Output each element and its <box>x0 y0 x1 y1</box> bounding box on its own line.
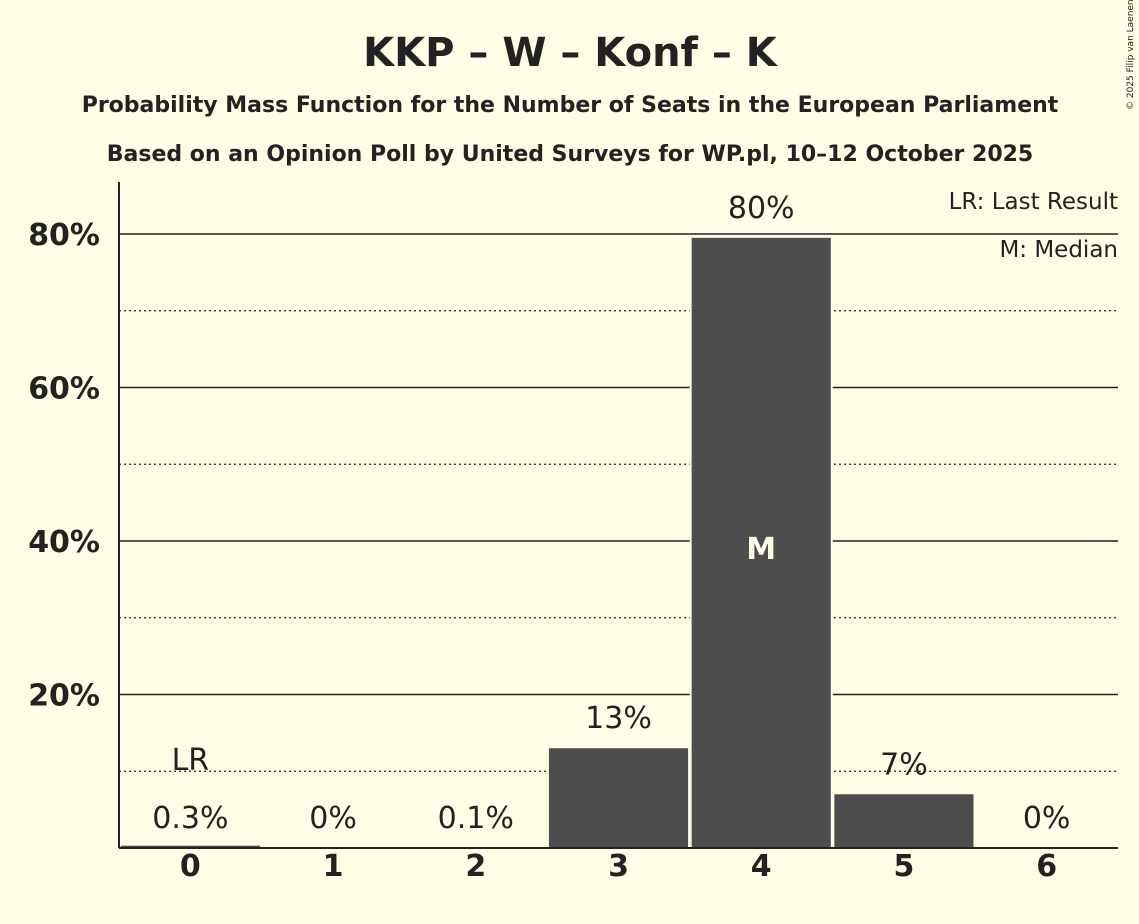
bar <box>548 748 689 848</box>
y-tick-label: 60% <box>28 372 100 407</box>
x-tick-label: 1 <box>323 849 344 884</box>
y-tick-label: 80% <box>28 218 100 253</box>
value-label: 7% <box>880 747 928 782</box>
value-label: 0.1% <box>438 801 514 836</box>
chart-subtitle: Probability Mass Function for the Number… <box>82 93 1059 118</box>
bar <box>120 845 260 848</box>
x-axis-ticks: 0 1 2 3 4 5 6 <box>180 849 1057 884</box>
value-label: 0.3% <box>152 801 228 836</box>
value-label: 13% <box>585 701 652 736</box>
chart-subtitle-2: Based on an Opinion Poll by United Surve… <box>107 142 1034 167</box>
data-labels: 0.3% LR 0% 0.1% 13% 80% M 7% 0% <box>152 191 1070 836</box>
y-tick-label: 40% <box>28 525 100 560</box>
x-tick-label: 4 <box>751 849 772 884</box>
y-axis-ticks: 20% 40% 60% 80% <box>28 218 100 714</box>
x-tick-label: 2 <box>465 849 486 884</box>
value-label: 0% <box>1023 801 1071 836</box>
x-tick-label: 3 <box>608 849 629 884</box>
legend-last-result: LR: Last Result <box>949 189 1118 215</box>
y-tick-label: 20% <box>28 679 100 714</box>
legend-median: M: Median <box>999 237 1118 263</box>
value-label: 80% <box>728 191 795 226</box>
bar <box>834 794 974 848</box>
median-marker: M <box>746 532 776 567</box>
x-tick-label: 6 <box>1036 849 1057 884</box>
x-tick-label: 0 <box>180 849 201 884</box>
value-label: 0% <box>309 801 357 836</box>
copyright-text: © 2025 Filip van Laenen <box>1126 0 1136 110</box>
bar-gap <box>404 845 548 848</box>
chart-title: KKP – W – Konf – K <box>363 30 779 76</box>
bars <box>118 235 976 849</box>
bar <box>691 237 831 848</box>
last-result-marker: LR <box>172 743 210 778</box>
x-tick-label: 5 <box>893 849 914 884</box>
grid-lines <box>119 233 1118 772</box>
